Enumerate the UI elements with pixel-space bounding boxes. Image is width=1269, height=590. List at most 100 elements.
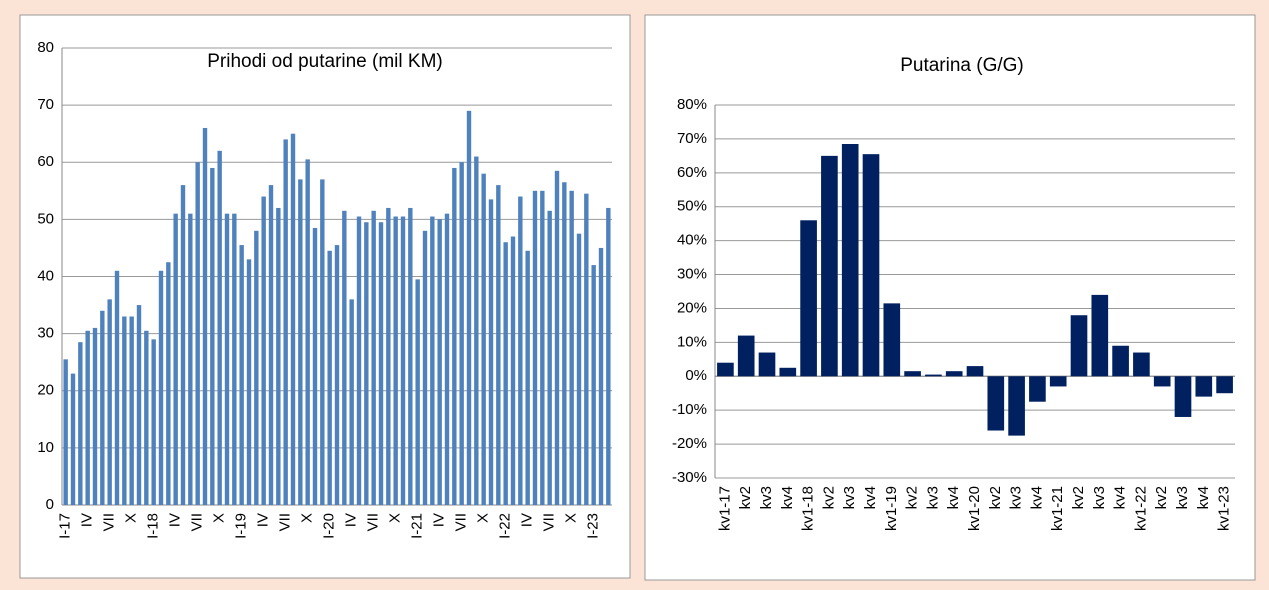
y-tick-label: 0 (46, 496, 54, 513)
bar (393, 216, 398, 506)
x-tick-label: kv2 (987, 486, 1004, 509)
bar (78, 342, 83, 505)
y-tick-label: 60 (37, 153, 54, 170)
bar (987, 376, 1005, 431)
bar (1049, 376, 1067, 387)
x-tick-label: IV (79, 513, 96, 527)
bar (1112, 345, 1129, 377)
y-tick-label: 0% (685, 367, 707, 384)
bar (1091, 294, 1109, 377)
bar (210, 167, 215, 505)
x-tick-label: VII (453, 513, 470, 531)
bar (510, 236, 516, 505)
x-tick-label: kv2 (737, 486, 754, 509)
bar (481, 173, 486, 506)
bar (800, 220, 817, 377)
x-tick-label: I-22 (497, 513, 514, 539)
bar (320, 179, 325, 505)
bar (371, 210, 376, 505)
x-tick-label: X (387, 513, 404, 523)
x-tick-label: kv4 (1028, 486, 1045, 509)
y-tick-label: -10% (672, 401, 707, 418)
bar (378, 222, 384, 505)
x-tick-label: IV (343, 513, 360, 527)
bar (166, 262, 171, 505)
x-tick-label: kv1-22 (1132, 486, 1149, 531)
x-tick-label: kv4 (779, 486, 796, 509)
bar (474, 156, 479, 505)
x-tick-label: I-21 (409, 513, 426, 539)
y-tick-label: -30% (672, 469, 707, 486)
x-tick-label: IV (519, 513, 536, 527)
bar (195, 162, 200, 505)
x-tick-label: X (299, 513, 316, 523)
y-tick-label: 80 (37, 39, 54, 56)
bar (268, 185, 274, 505)
bar (224, 213, 230, 505)
y-tick-label: 10 (37, 439, 54, 456)
x-tick-label: kv2 (1153, 486, 1170, 509)
bar (862, 154, 880, 377)
bar (584, 193, 589, 505)
x-tick-label: I-19 (233, 513, 250, 539)
bar (488, 199, 494, 505)
bar (276, 207, 281, 505)
bar (437, 219, 442, 505)
bar (532, 190, 538, 505)
bar (246, 259, 252, 505)
bar (173, 213, 178, 505)
bar (254, 230, 259, 506)
bar (217, 150, 222, 505)
bar (717, 362, 734, 377)
x-tick-label: kv1-18 (800, 486, 817, 531)
bar (188, 213, 193, 505)
y-tick-label: 50 (37, 210, 54, 227)
bar (356, 216, 362, 506)
bar (547, 210, 552, 505)
x-tick-label: kv2 (820, 486, 837, 509)
x-tick-label: kv3 (924, 486, 941, 509)
x-tick-label: IV (167, 513, 184, 527)
x-tick-label: X (563, 513, 580, 523)
y-tick-label: 70 (37, 96, 54, 113)
bar (598, 247, 604, 505)
bar (1029, 376, 1046, 402)
bar (122, 316, 127, 505)
bar (386, 207, 391, 505)
x-tick-label: kv2 (904, 486, 921, 509)
x-tick-label: kv4 (1195, 486, 1212, 509)
bar (883, 303, 901, 377)
bar (63, 359, 68, 505)
x-tick-label: VII (101, 513, 118, 531)
bar (85, 330, 90, 505)
bar (151, 339, 156, 505)
bar (503, 242, 508, 505)
x-tick-label: X (123, 513, 140, 523)
bar (966, 366, 984, 377)
bar (1133, 352, 1150, 377)
bar (452, 167, 457, 505)
bar (925, 374, 942, 377)
x-tick-label: VII (277, 513, 294, 531)
bar (444, 213, 450, 505)
x-tick-label: kv4 (862, 486, 879, 509)
x-tick-label: kv3 (1174, 486, 1191, 509)
bar (232, 213, 237, 505)
y-tick-label: 60% (677, 164, 707, 181)
bar (525, 250, 530, 505)
x-tick-label: kv4 (1112, 486, 1129, 509)
bar (349, 299, 354, 505)
bar (312, 227, 318, 505)
bar (70, 373, 76, 505)
bar (100, 310, 105, 505)
bar (562, 182, 567, 505)
y-tick-label: -20% (672, 435, 707, 452)
bar (298, 179, 303, 505)
bar (1216, 376, 1233, 394)
x-tick-label: kv3 (841, 486, 858, 509)
x-tick-label: I-23 (585, 513, 602, 539)
bar (1195, 376, 1213, 397)
bar (945, 371, 963, 377)
bar (496, 185, 501, 505)
